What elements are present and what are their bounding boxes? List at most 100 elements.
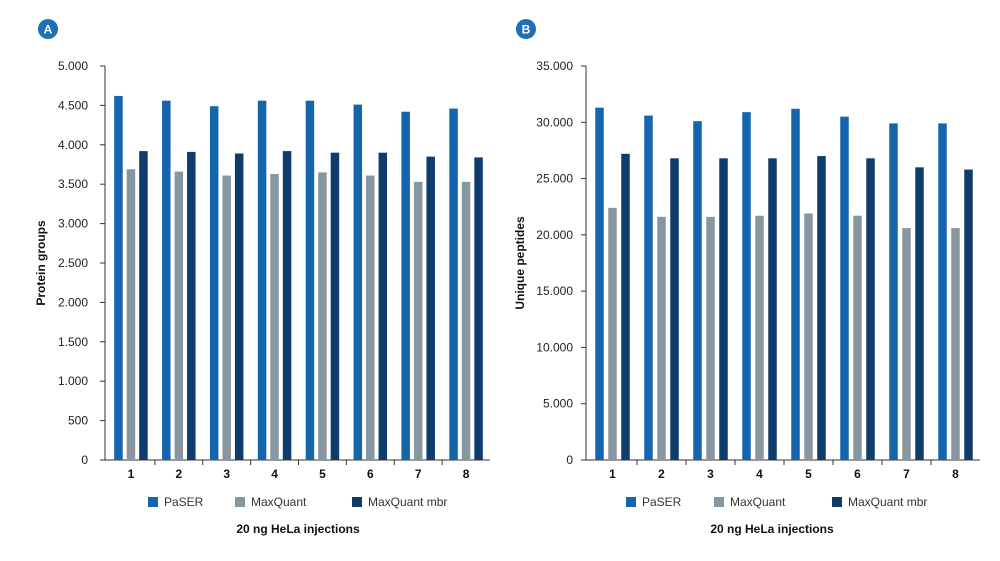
bar-maxquant-mbr-4 <box>282 151 292 460</box>
y-tick-label: 0 <box>81 453 88 467</box>
bar-paser-7 <box>401 111 410 460</box>
y-tick-label: 20.000 <box>536 228 573 242</box>
bar-maxquant-mbr-1 <box>139 151 148 460</box>
bar-maxquant-mbr-2 <box>187 151 196 460</box>
y-tick-label: 5.000 <box>543 397 573 411</box>
x-tick-label: 4 <box>756 467 763 481</box>
y-axis-title: Unique peptides <box>513 216 527 310</box>
bar-paser-6 <box>840 116 849 461</box>
bar-maxquant-6 <box>853 215 862 460</box>
bar-maxquant-3 <box>706 216 715 460</box>
bar-maxquant-mbr-6 <box>378 152 388 460</box>
bar-maxquant-mbr-5 <box>817 156 826 461</box>
bar-maxquant-7 <box>413 181 423 460</box>
bar-maxquant-mbr-6 <box>866 158 875 460</box>
bar-maxquant-mbr-2 <box>670 158 679 460</box>
bar-paser-2 <box>644 115 653 460</box>
y-tick-label: 1.500 <box>58 335 88 349</box>
legend-label: PaSER <box>164 495 204 509</box>
x-tick-label: 4 <box>271 467 278 481</box>
bar-paser-8 <box>938 123 947 460</box>
y-tick-label: 4.000 <box>58 138 88 152</box>
bar-maxquant-4 <box>270 173 279 460</box>
bar-maxquant-5 <box>318 172 327 460</box>
bar-maxquant-4 <box>755 215 764 460</box>
x-tick-label: 5 <box>319 467 326 481</box>
x-tick-label: 2 <box>658 467 665 481</box>
y-tick-label: 0 <box>566 453 573 467</box>
bar-maxquant-mbr-8 <box>474 157 483 460</box>
x-tick-label: 7 <box>415 467 422 481</box>
panel-b: B 0 5.000 10.000 15.000 20.000 25.000 30.000 35.… <box>513 19 980 536</box>
bar-paser-4 <box>742 112 751 460</box>
legend-swatch-paser <box>626 497 636 507</box>
bar-paser-6 <box>353 104 363 460</box>
legend-label: MaxQuant mbr <box>848 495 927 509</box>
x-tick-label: 7 <box>903 467 910 481</box>
x-tick-label: 1 <box>609 467 616 481</box>
y-tick-label: 4.500 <box>58 98 88 112</box>
bar-maxquant-mbr-8 <box>964 169 973 460</box>
y-tick-label: 500 <box>68 414 88 428</box>
x-tick-label: 6 <box>367 467 374 481</box>
x-tick-label: 3 <box>223 467 230 481</box>
legend-label: MaxQuant mbr <box>368 495 447 509</box>
bar-maxquant-mbr-5 <box>330 152 340 460</box>
x-tick-label: 8 <box>952 467 959 481</box>
y-axis-title: Protein groups <box>34 220 48 306</box>
bar-paser-3 <box>693 121 702 460</box>
x-axis-title: 20 ng HeLa injections <box>710 522 834 536</box>
x-tick-label: 3 <box>707 467 714 481</box>
bar-maxquant-mbr-7 <box>426 156 435 460</box>
x-tick-label: 6 <box>854 467 861 481</box>
bar-maxquant-8 <box>461 181 471 460</box>
bar-maxquant-5 <box>804 213 813 460</box>
panel-a: A 0 500 1.000 1.500 2.000 2.500 3.000 3.500 4.000… <box>34 19 490 536</box>
bar-maxquant-mbr-3 <box>234 153 244 460</box>
legend-swatch-paser <box>148 497 158 507</box>
bar-maxquant-mbr-1 <box>621 153 630 460</box>
y-tick-label: 1.000 <box>58 374 88 388</box>
y-tick-label: 10.000 <box>536 340 573 354</box>
panel-badge-circle <box>38 19 58 39</box>
bar-maxquant-2 <box>657 216 666 460</box>
bar-maxquant-mbr-7 <box>915 167 924 461</box>
panel-badge-label: A <box>44 23 53 37</box>
bar-maxquant-2 <box>174 171 184 461</box>
bar-maxquant-1 <box>126 169 136 460</box>
bar-paser-5 <box>791 108 800 460</box>
bar-maxquant-3 <box>222 175 231 461</box>
panel-badge-circle <box>516 19 536 39</box>
bar-paser-1 <box>595 107 604 460</box>
bar-maxquant-mbr-4 <box>768 158 777 460</box>
bar-maxquant-mbr-3 <box>719 158 728 460</box>
legend-label: MaxQuant <box>730 495 786 509</box>
bar-paser-1 <box>114 95 123 460</box>
x-tick-label: 5 <box>805 467 812 481</box>
y-tick-label: 5.000 <box>58 59 88 73</box>
x-tick-label: 8 <box>463 467 470 481</box>
legend-label: MaxQuant <box>251 495 307 509</box>
y-tick-label: 3.500 <box>58 177 88 191</box>
bar-maxquant-1 <box>608 207 617 460</box>
x-tick-label: 1 <box>128 467 135 481</box>
bar-maxquant-8 <box>951 228 960 460</box>
legend-swatch-maxquant-mbr <box>832 497 842 507</box>
legend-swatch-maxquant-mbr <box>352 497 362 507</box>
y-tick-label: 30.000 <box>536 115 573 129</box>
bar-maxquant-7 <box>902 228 911 460</box>
y-tick-label: 35.000 <box>536 59 573 73</box>
y-tick-label: 25.000 <box>536 172 573 186</box>
y-tick-label: 2.500 <box>58 256 88 270</box>
legend-label: PaSER <box>642 495 682 509</box>
bar-paser-8 <box>449 108 458 460</box>
legend-swatch-maxquant <box>235 497 245 507</box>
y-tick-label: 15.000 <box>536 284 573 298</box>
bar-paser-4 <box>257 100 267 460</box>
bar-paser-2 <box>162 100 171 460</box>
bar-maxquant-6 <box>366 175 375 461</box>
bar-paser-7 <box>889 123 898 460</box>
bar-paser-5 <box>305 100 315 460</box>
bar-paser-3 <box>209 106 219 461</box>
